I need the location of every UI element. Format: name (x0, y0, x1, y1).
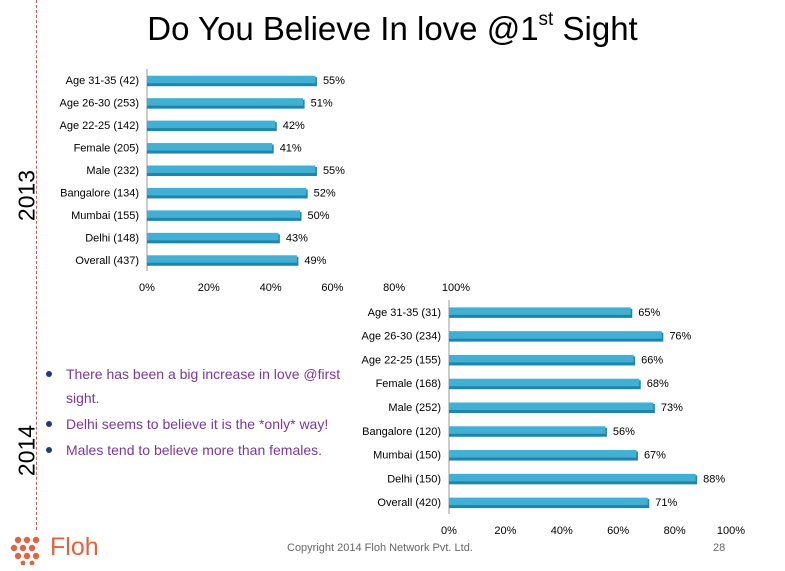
category-label: Mumbai (150) (373, 450, 441, 462)
category-label: Delhi (150) (387, 473, 441, 485)
category-label: Age 31-35 (42) (66, 75, 139, 87)
category-label: Age 26-30 (234) (362, 331, 442, 343)
x-tick-label: 80% (664, 525, 686, 537)
value-label: 88% (703, 473, 725, 485)
value-label: 50% (308, 210, 330, 222)
bullet-list: There has been a big increase in love @f… (44, 362, 364, 464)
category-label: Male (252) (388, 402, 441, 414)
x-tick-label: 100% (717, 525, 745, 537)
value-label: 73% (661, 402, 683, 414)
value-label: 71% (655, 497, 677, 509)
bar (449, 426, 606, 434)
category-label: Mumbai (155) (71, 210, 139, 222)
bullet-item: There has been a big increase in love @f… (44, 362, 364, 410)
bar (147, 98, 304, 106)
value-label: 49% (304, 255, 326, 267)
value-label: 68% (647, 378, 669, 390)
x-tick-label: 100% (442, 282, 470, 294)
category-label: Overall (437) (75, 255, 139, 267)
bar (147, 75, 316, 84)
bar (147, 210, 300, 218)
bar (449, 354, 634, 363)
category-label: Age 31-35 (31) (368, 307, 441, 319)
x-tick-label: 20% (494, 525, 516, 537)
floh-logo-icon (10, 536, 40, 566)
bullet-dot-icon (46, 371, 52, 377)
category-label: Female (205) (74, 143, 139, 155)
category-label: Bangalore (134) (60, 187, 139, 199)
bullet-text: Delhi seems to believe it is the *only* … (66, 416, 329, 432)
divider-line (36, 0, 37, 530)
category-label: Male (232) (86, 165, 139, 177)
bar (449, 450, 637, 458)
copyright-text: Copyright 2014 Floh Network Pvt. Ltd. (287, 542, 473, 554)
x-tick-label: 80% (383, 282, 405, 294)
bar (147, 187, 307, 196)
bar (449, 378, 640, 387)
title-main: Do You Believe In love @1 (147, 10, 539, 47)
bullet-item: Delhi seems to believe it is the *only* … (44, 412, 364, 436)
slide-title: Do You Believe In love @1st Sight (0, 10, 785, 48)
bullet-dot-icon (46, 447, 52, 453)
value-label: 67% (644, 450, 666, 462)
category-label: Overall (420) (377, 497, 441, 509)
value-label: 66% (641, 354, 663, 366)
category-label: Age 26-30 (253) (60, 98, 140, 110)
title-end: Sight (553, 10, 638, 47)
bar (449, 402, 654, 410)
value-label: 76% (669, 331, 691, 343)
x-tick-label: 60% (321, 282, 343, 294)
bar (147, 255, 297, 263)
bar (147, 232, 279, 241)
bar (147, 120, 276, 129)
x-tick-label: 40% (551, 525, 573, 537)
page-number: 28 (713, 542, 726, 554)
value-label: 55% (323, 75, 345, 87)
value-label: 42% (283, 120, 305, 132)
value-label: 65% (638, 307, 660, 319)
bullet-dot-icon (46, 421, 52, 427)
bar (449, 307, 631, 315)
x-tick-label: 60% (607, 525, 629, 537)
bar (449, 331, 662, 339)
category-label: Age 22-25 (142) (60, 120, 140, 132)
bullet-text: There has been a big increase in love @f… (66, 366, 341, 406)
x-tick-label: 0% (139, 282, 155, 294)
bar (147, 165, 316, 173)
bar (449, 473, 696, 482)
title-superscript: st (538, 9, 554, 30)
floh-logo: Floh (10, 533, 130, 566)
bullet-text: Males tend to believe more than females. (66, 442, 323, 458)
bar (449, 497, 648, 506)
x-tick-label: 0% (441, 525, 457, 537)
category-label: Female (168) (376, 378, 441, 390)
category-label: Bangalore (120) (362, 426, 441, 438)
value-label: 55% (323, 165, 345, 177)
value-label: 56% (613, 426, 635, 438)
x-tick-label: 40% (260, 282, 282, 294)
value-label: 52% (314, 187, 336, 199)
category-label: Delhi (148) (85, 232, 139, 244)
category-label: Age 22-25 (155) (362, 354, 442, 366)
value-label: 41% (280, 143, 302, 155)
value-label: 43% (286, 232, 308, 244)
x-tick-label: 20% (198, 282, 220, 294)
bar (147, 143, 273, 151)
bullet-item: Males tend to believe more than females. (44, 438, 364, 462)
value-label: 51% (311, 98, 333, 110)
logo-text: Floh (50, 533, 99, 561)
